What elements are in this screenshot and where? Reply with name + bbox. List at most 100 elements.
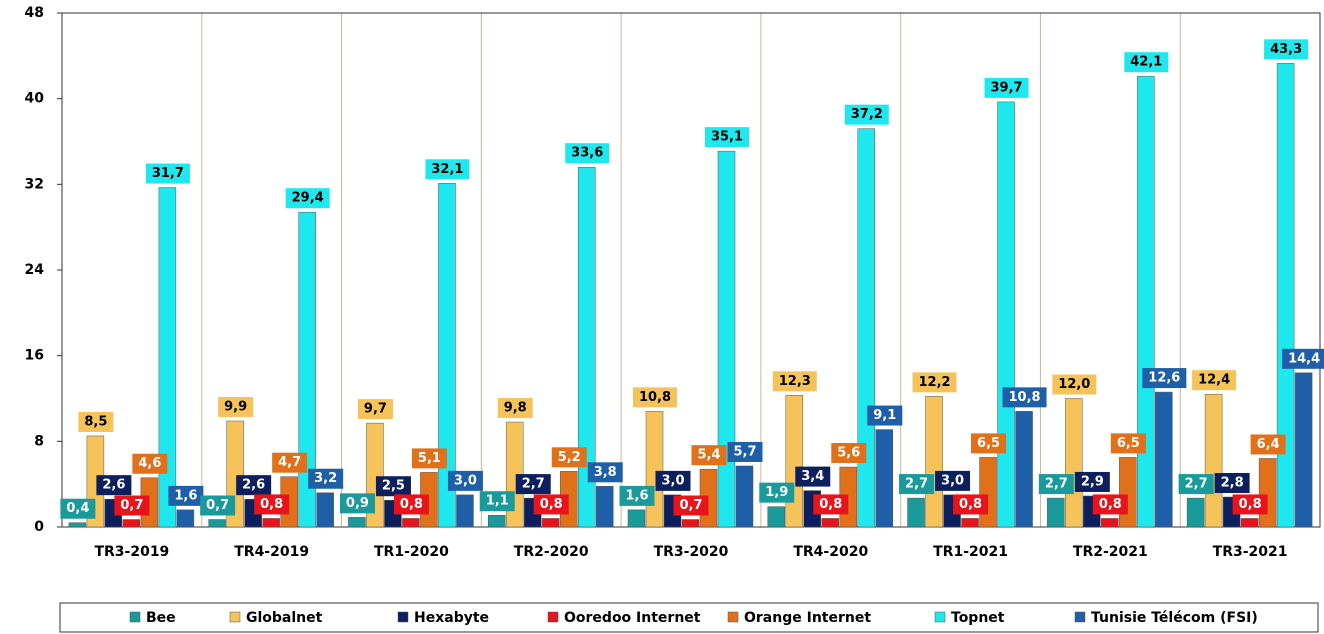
- data-label-box: [1282, 348, 1324, 369]
- bar: [402, 518, 420, 528]
- bar: [208, 519, 226, 528]
- data-label: 3,4: [795, 466, 831, 487]
- data-label-text: 42,1: [1130, 55, 1162, 70]
- x-tick-label: TR1-2021: [933, 544, 1008, 560]
- data-label: 5,6: [831, 443, 867, 464]
- legend-label: Globalnet: [246, 610, 323, 626]
- data-label-box: [272, 452, 308, 473]
- bar: [68, 522, 87, 528]
- data-label-box: [935, 470, 971, 491]
- data-label-text: 2,7: [905, 477, 928, 492]
- data-label-box: [96, 475, 132, 496]
- data-label-text: 6,5: [977, 436, 1000, 451]
- data-label-box: [587, 462, 623, 483]
- data-label-text: 2,5: [382, 479, 405, 494]
- data-label: 29,4: [285, 188, 330, 209]
- data-label-text: 5,6: [837, 446, 860, 461]
- data-label-text: 2,7: [522, 477, 545, 492]
- data-label: 2,6: [96, 475, 132, 496]
- y-tick-label: 16: [25, 348, 44, 364]
- bar: [456, 494, 474, 528]
- data-label-text: 12,3: [779, 374, 811, 389]
- data-label-text: 10,8: [639, 390, 671, 405]
- data-label-box: [912, 372, 957, 393]
- legend-swatch: [1074, 611, 1086, 623]
- legend-box: [59, 602, 1319, 633]
- data-label: 0,8: [393, 494, 429, 515]
- bar: [577, 166, 596, 528]
- bar: [961, 518, 979, 528]
- data-label-box: [633, 387, 677, 408]
- data-label-text: 2,6: [242, 478, 265, 493]
- data-label: 14,4: [1282, 348, 1324, 369]
- bar: [1240, 518, 1259, 528]
- y-tick-label: 48: [25, 5, 44, 21]
- data-label-text: 3,2: [314, 471, 337, 486]
- data-label-text: 9,8: [504, 401, 527, 416]
- data-label-box: [619, 485, 655, 506]
- bar: [1204, 393, 1223, 528]
- bar: [487, 514, 506, 528]
- data-label-box: [236, 475, 272, 496]
- data-label-box: [1192, 370, 1237, 391]
- data-label: 1,6: [168, 485, 204, 506]
- data-label-text: 33,6: [571, 146, 603, 161]
- data-label-box: [813, 494, 849, 515]
- data-label-text: 6,5: [1117, 436, 1140, 451]
- data-label: 1,9: [759, 482, 795, 503]
- data-label: 4,7: [272, 452, 308, 473]
- legend-swatch: [129, 611, 141, 623]
- data-label: 31,7: [145, 163, 190, 184]
- data-label-text: 5,7: [733, 444, 756, 459]
- x-tick-label: TR3-2021: [1213, 544, 1288, 560]
- data-label-text: 0,7: [679, 498, 702, 513]
- data-label-text: 8,5: [84, 414, 107, 429]
- bar: [681, 519, 700, 528]
- data-label-box: [984, 77, 1029, 98]
- legend-swatch: [229, 611, 241, 623]
- data-label-text: 32,1: [431, 162, 463, 177]
- data-label: 5,2: [551, 447, 587, 468]
- data-label: 5,7: [727, 441, 763, 462]
- data-label-text: 0,8: [540, 497, 563, 512]
- bar: [348, 517, 366, 528]
- y-tick-label: 0: [34, 519, 44, 535]
- data-label: 0,7: [114, 495, 150, 516]
- legend-swatch: [397, 611, 409, 623]
- data-label-box: [447, 470, 483, 491]
- data-label-text: 2,7: [1185, 477, 1208, 492]
- data-label-box: [411, 448, 447, 469]
- data-label: 12,0: [1052, 374, 1097, 395]
- data-label-text: 6,4: [1257, 437, 1280, 452]
- bar: [122, 519, 141, 528]
- data-label-box: [515, 474, 551, 495]
- data-label: 2,7: [899, 474, 935, 495]
- data-label-box: [1124, 52, 1169, 73]
- data-label-box: [1264, 39, 1309, 60]
- data-label: 0,9: [339, 493, 375, 514]
- data-label-box: [132, 453, 168, 474]
- bar: [541, 518, 560, 528]
- data-label-box: [1142, 368, 1187, 389]
- data-label: 35,1: [705, 127, 749, 148]
- data-label-box: [425, 159, 470, 180]
- data-label-box: [218, 396, 254, 417]
- data-label-box: [393, 494, 429, 515]
- data-label-text: 9,9: [224, 399, 247, 414]
- x-tick-label: TR4-2019: [234, 544, 309, 560]
- bar: [645, 411, 664, 528]
- data-label-box: [533, 494, 569, 515]
- data-label: 33,6: [565, 143, 610, 164]
- data-label-box: [1052, 374, 1097, 395]
- data-label-box: [479, 491, 515, 512]
- data-label: 3,8: [587, 462, 623, 483]
- data-label-text: 0,8: [959, 497, 982, 512]
- data-label: 9,1: [867, 405, 903, 426]
- data-label-text: 12,0: [1058, 377, 1090, 392]
- y-tick-label: 8: [34, 433, 44, 449]
- data-label: 9,8: [497, 398, 533, 419]
- bar: [785, 395, 804, 528]
- data-label-box: [1232, 494, 1268, 515]
- y-tick-label: 32: [25, 176, 44, 192]
- bar: [298, 211, 316, 528]
